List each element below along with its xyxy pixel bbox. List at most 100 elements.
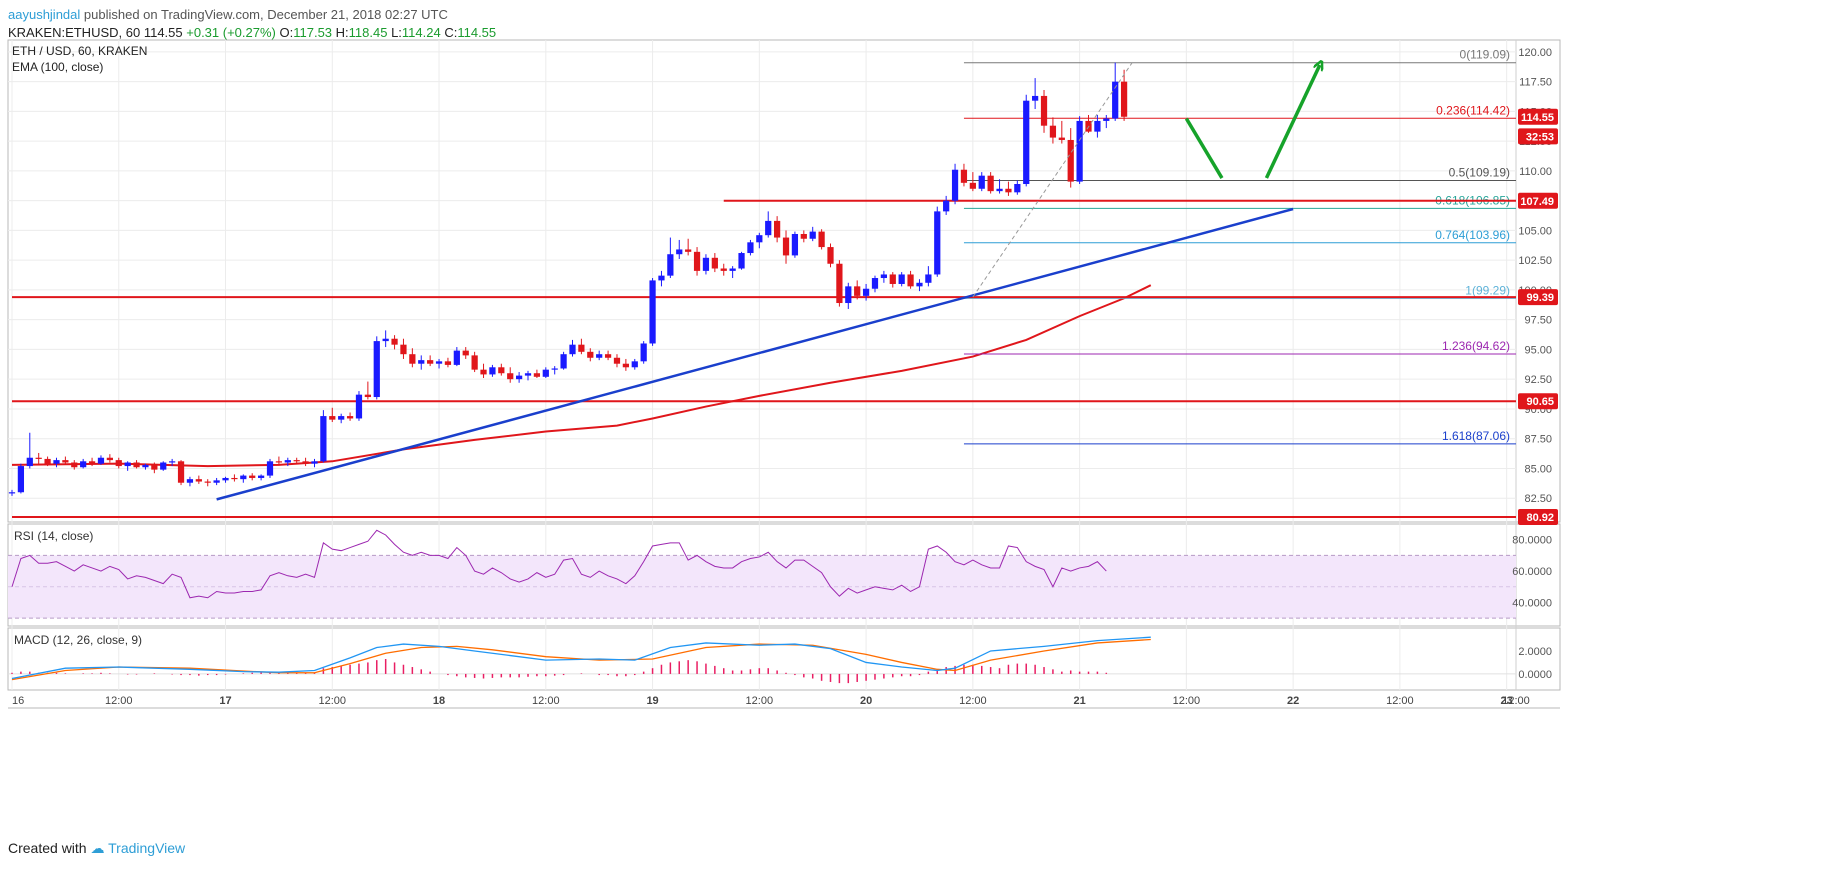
candle-body (71, 462, 78, 468)
candle-body (275, 461, 283, 463)
price-tick-label: 120.00 (1518, 47, 1552, 59)
chart-header: aayushjindal published on TradingView.co… (8, 6, 496, 42)
candle-body (106, 457, 113, 461)
symbol-label: KRAKEN:ETHUSD, 60 (8, 25, 141, 40)
candle-body (471, 355, 478, 370)
rsi-series-line (11, 529, 1107, 599)
candle-body (560, 354, 567, 369)
price-tick-label: 117.50 (1519, 77, 1552, 89)
candle-body (1094, 120, 1101, 132)
overlay-layer (216, 61, 1320, 501)
candle-body (507, 373, 514, 380)
candle-body (702, 257, 710, 271)
candle-body (204, 481, 211, 483)
rsi-pane: RSI (14, close) (8, 529, 1516, 619)
price-tick-label: 82.50 (1524, 493, 1552, 505)
candle-body (925, 274, 932, 283)
fib-level-label: 1(99.29) (1465, 283, 1510, 297)
candle-body (800, 233, 807, 239)
candle-body (613, 357, 621, 364)
candle-body (213, 480, 220, 483)
candle-body (498, 367, 505, 374)
candle-body (551, 368, 558, 370)
candle-body (177, 461, 185, 483)
candle-body (373, 341, 380, 398)
candle-body (640, 343, 647, 362)
time-tick-label: 12:00 (959, 695, 987, 707)
candle-body (231, 477, 238, 480)
close-value: 114.55 (457, 25, 497, 40)
price-change: +0.31 (+0.27%) (186, 25, 276, 40)
price-tick-label: 87.50 (1524, 434, 1552, 446)
candle-body (854, 286, 861, 296)
candle-body (1067, 139, 1074, 182)
candle-body (151, 464, 158, 470)
candle-body (587, 351, 594, 358)
candle-body (693, 251, 701, 271)
pane-frame-3 (7, 627, 1561, 691)
candle-body (1103, 118, 1110, 121)
candle-body (444, 361, 452, 365)
tradingview-brand: TradingView (108, 840, 186, 856)
candle-body (631, 361, 638, 368)
candle-body (987, 175, 994, 192)
rsi-tick-label: 80.0000 (1512, 535, 1552, 547)
pane-frame-1 (7, 39, 1561, 523)
candle-body (142, 464, 149, 468)
candle-body (1014, 184, 1021, 193)
candle-body (596, 354, 603, 358)
candle-body (1076, 120, 1083, 182)
time-tick-label: 19 (646, 695, 658, 707)
time-tick-label: 12:00 (746, 695, 774, 707)
level-price-badge (1518, 509, 1558, 526)
candle-body (578, 344, 585, 352)
projection-arrow (1264, 65, 1319, 179)
published-info: published on TradingView.com, December 2… (83, 7, 448, 22)
candle-body (302, 461, 309, 464)
candle-body (462, 350, 469, 356)
candle-body (1005, 188, 1012, 193)
candle-body (943, 200, 950, 212)
candle-body (1023, 100, 1030, 185)
candle-body (774, 220, 781, 238)
candle-body (996, 188, 1003, 192)
candle-body (257, 475, 265, 478)
open-label: O: (279, 25, 294, 40)
time-tick-label: 22 (1287, 695, 1299, 707)
candle-body (53, 460, 60, 464)
candle-body (338, 416, 345, 420)
last-price: 114.55 (143, 25, 183, 40)
candle-body (542, 369, 549, 377)
candle-body (186, 479, 194, 483)
candle-body (453, 350, 460, 365)
candle-body (765, 220, 772, 236)
level-price-badge (1518, 393, 1558, 410)
price-tick-label: 97.50 (1524, 315, 1552, 327)
candle-body (1112, 81, 1119, 119)
candle-body (978, 175, 985, 189)
candle-body (871, 278, 879, 289)
rsi-title: RSI (14, close) (14, 529, 93, 543)
tradingview-logo[interactable]: ☁ TradingView (90, 840, 186, 856)
candle-body (266, 461, 274, 476)
candle-body (1058, 137, 1065, 140)
candle-body (26, 457, 33, 467)
candle-body (729, 268, 736, 271)
candle-body (346, 416, 354, 419)
candle-body (880, 274, 887, 279)
bullish-trend-line (216, 207, 1294, 501)
price-tick-label: 92.50 (1524, 374, 1552, 386)
candle-body (738, 253, 745, 269)
candle-body (480, 369, 487, 375)
candle-body (951, 169, 959, 201)
candle-body (711, 257, 718, 269)
candle-body (516, 375, 523, 380)
author-link[interactable]: aayushjindal (8, 7, 81, 22)
candle-body (916, 282, 923, 287)
candle-body (160, 462, 167, 470)
rsi-tick-label: 40.0000 (1512, 597, 1552, 609)
candle-body (658, 275, 665, 281)
candle-body (524, 373, 532, 376)
main-title: ETH / USD, 60, KRAKEN (12, 44, 147, 58)
